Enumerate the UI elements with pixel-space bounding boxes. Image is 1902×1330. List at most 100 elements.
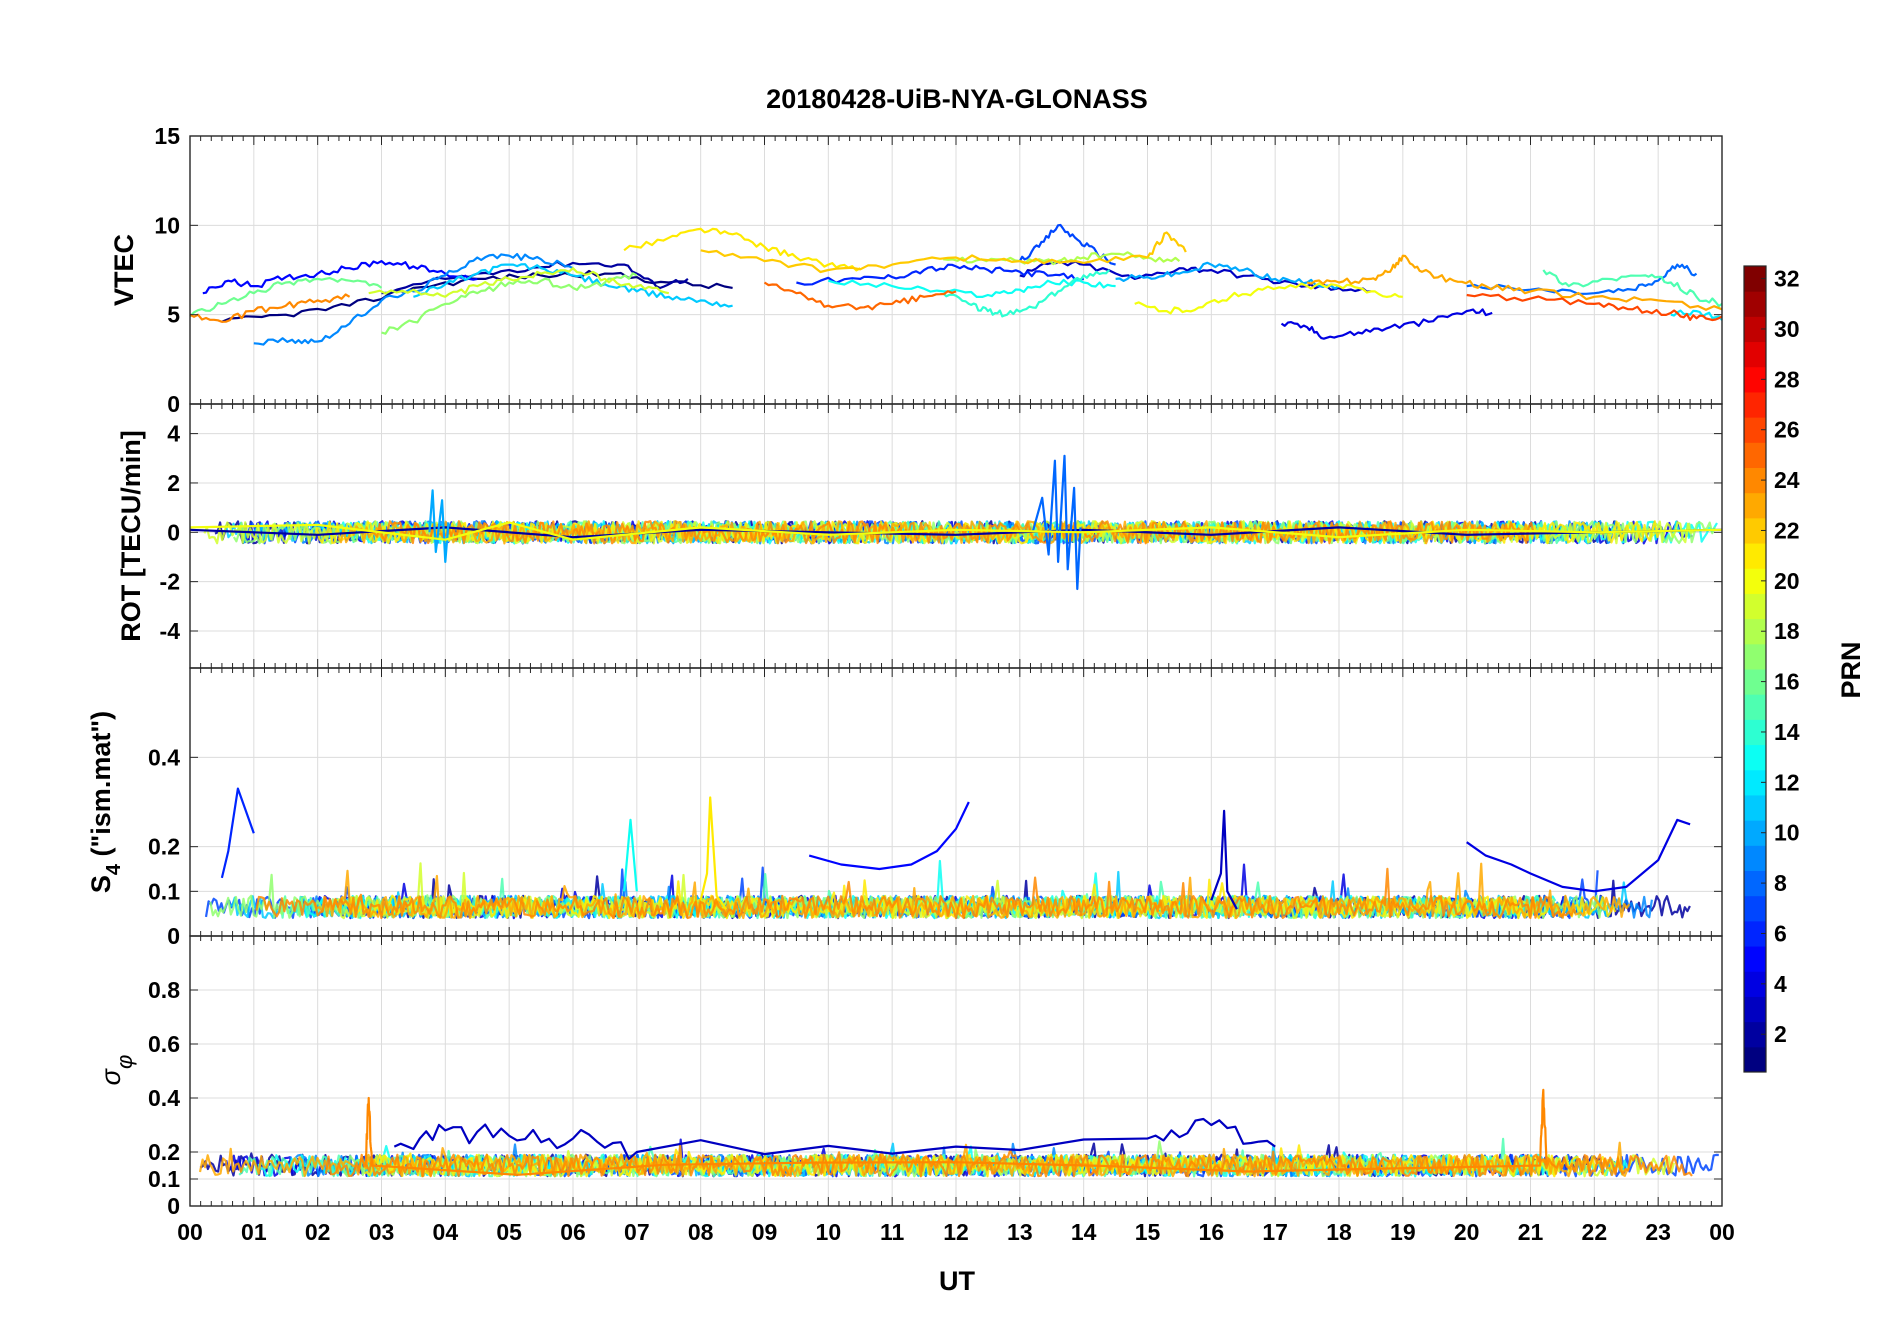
series-line-prn-6	[220, 787, 255, 879]
series-line-prn-13	[827, 278, 1116, 298]
x-tick-label: 16	[1199, 1219, 1225, 1245]
colorbar-segment	[1744, 417, 1766, 443]
panel-s4-traces	[204, 787, 1691, 920]
y-tick-label: 10	[154, 212, 180, 238]
y-tick-label: 0	[167, 391, 180, 417]
x-tick-label: 06	[560, 1219, 586, 1245]
y-tick-label: 0.4	[148, 744, 180, 770]
series-line-prn-16	[189, 277, 383, 318]
series-line-prn-5	[202, 260, 478, 295]
panel-s4-ylabel: S4 ("ism.mat")	[86, 711, 125, 893]
series-line-prn-10	[1115, 261, 1340, 290]
colorbar-tick-label: 28	[1774, 366, 1800, 392]
panel-rot-ylabel: ROT [TECU/min]	[116, 430, 146, 641]
colorbar-segment	[1744, 1021, 1766, 1048]
panel-rot-yticks: -4 -2 0 2 4	[160, 421, 181, 644]
series-line-prn-24	[255, 867, 1575, 920]
colorbar-segment	[1744, 543, 1766, 569]
colorbar-tick-label: 10	[1774, 820, 1800, 846]
y-tick-label: 0	[167, 1193, 180, 1219]
y-tick-label: 0.1	[148, 1166, 180, 1192]
y-tick-label: 0	[167, 923, 180, 949]
series-line-prn-20	[1134, 282, 1403, 315]
colorbar-segment	[1744, 467, 1766, 494]
series-line-prn-21	[315, 520, 1661, 545]
x-tick-label: 23	[1645, 1219, 1671, 1245]
x-tick-label: 03	[369, 1219, 395, 1245]
x-tick-label: 18	[1326, 1219, 1352, 1245]
colorbar-segment	[1744, 492, 1766, 519]
y-tick-label: 0.2	[148, 834, 180, 860]
x-tick-label: 02	[305, 1219, 331, 1245]
series-line-prn-12	[1670, 309, 1723, 321]
series-line-prn-6	[796, 263, 1084, 286]
x-tick-label: 01	[241, 1219, 267, 1245]
colorbar-segment	[1744, 895, 1766, 922]
panel-sigma-ylabel: σφ	[96, 1055, 137, 1086]
y-tick-label: 0.2	[148, 1139, 180, 1165]
colorbar-segment	[1744, 794, 1766, 821]
x-tick-label: 00	[177, 1219, 203, 1245]
colorbar-segment	[1744, 1046, 1766, 1073]
series-line-prn-19	[368, 267, 670, 298]
colorbar-segment	[1744, 669, 1766, 695]
x-axis-ticks: 00 01 02 03 04 05 06 07 08 09 10 11 12 13 14 15 16 17 18 19…	[177, 1219, 1735, 1245]
colorbar-label: PRN	[1836, 641, 1866, 698]
panel-s4-ylabel-sub: 4	[103, 863, 125, 875]
colorbar-segment	[1744, 769, 1766, 796]
panel-rot-minor-ticks	[189, 404, 1723, 668]
series-line-prn-3	[393, 1117, 1276, 1160]
panel-sigma-minor-ticks	[189, 936, 1723, 1207]
colorbar-gradient	[1744, 266, 1766, 1073]
colorbar-segment	[1744, 442, 1766, 468]
series-line-prn-8	[1466, 263, 1698, 295]
panel-vtec-ylabel: VTEC	[109, 234, 139, 306]
colorbar-segment	[1744, 870, 1766, 897]
colorbar-tick-label: 22	[1774, 517, 1800, 543]
series-line-prn-24	[189, 293, 351, 323]
series-line-prn-8	[1031, 454, 1082, 591]
series-line-prn-15	[1542, 269, 1723, 308]
colorbar-segment	[1744, 920, 1766, 947]
series-line-prn-13	[623, 818, 638, 892]
series-line-prn-17	[381, 272, 638, 335]
colorbar-segment	[1744, 568, 1766, 594]
colorbar-tick-label: 16	[1774, 669, 1800, 695]
colorbar-segment	[1744, 618, 1766, 645]
x-tick-label: 05	[496, 1219, 522, 1245]
panel-rot: -4 -2 0 2 4 ROT [TECU/min]	[116, 403, 1723, 669]
y-tick-label: 0.1	[148, 878, 180, 904]
series-line-prn-2	[381, 260, 689, 295]
series-line-prn-25	[763, 281, 957, 311]
x-tick-label: 20	[1454, 1219, 1480, 1245]
series-line-prn-3	[1210, 809, 1238, 910]
colorbar-segment	[1744, 366, 1766, 393]
panel-s4-yticks: 0 0.1 0.2 0.4	[148, 744, 180, 949]
y-tick-label: -2	[160, 569, 180, 595]
chart-title: 20180428-UiB-NYA-GLONASS	[766, 84, 1148, 114]
x-tick-label: 07	[624, 1219, 650, 1245]
series-line-prn-21	[699, 796, 728, 910]
panel-sigma: 00.10.2 0.4 0.6 0.8 σφ	[96, 935, 1723, 1219]
x-tick-label: 10	[816, 1219, 842, 1245]
colorbar-tick-label: 20	[1774, 568, 1800, 594]
x-tick-label: 04	[433, 1219, 459, 1245]
colorbar-tick-label: 32	[1774, 266, 1800, 292]
colorbar-tick-label: 26	[1774, 417, 1800, 443]
series-line-prn-22	[700, 231, 1187, 274]
colorbar-tick-label: 6	[1774, 920, 1787, 946]
x-tick-label: 11	[880, 1219, 905, 1245]
y-tick-label: 0.6	[148, 1031, 180, 1057]
x-tick-label: 22	[1582, 1219, 1608, 1245]
x-tick-label: 19	[1390, 1219, 1416, 1245]
panel-vtec-grid	[189, 135, 1723, 404]
panel-rot-traces	[189, 454, 1723, 591]
colorbar-segment	[1744, 694, 1766, 720]
panel-sigma-ylabel-main: σ	[96, 1067, 126, 1085]
series-line-prn-5	[808, 801, 970, 871]
x-tick-label: 15	[1135, 1219, 1161, 1245]
colorbar-segment	[1744, 845, 1766, 871]
y-tick-label: -4	[160, 618, 181, 644]
